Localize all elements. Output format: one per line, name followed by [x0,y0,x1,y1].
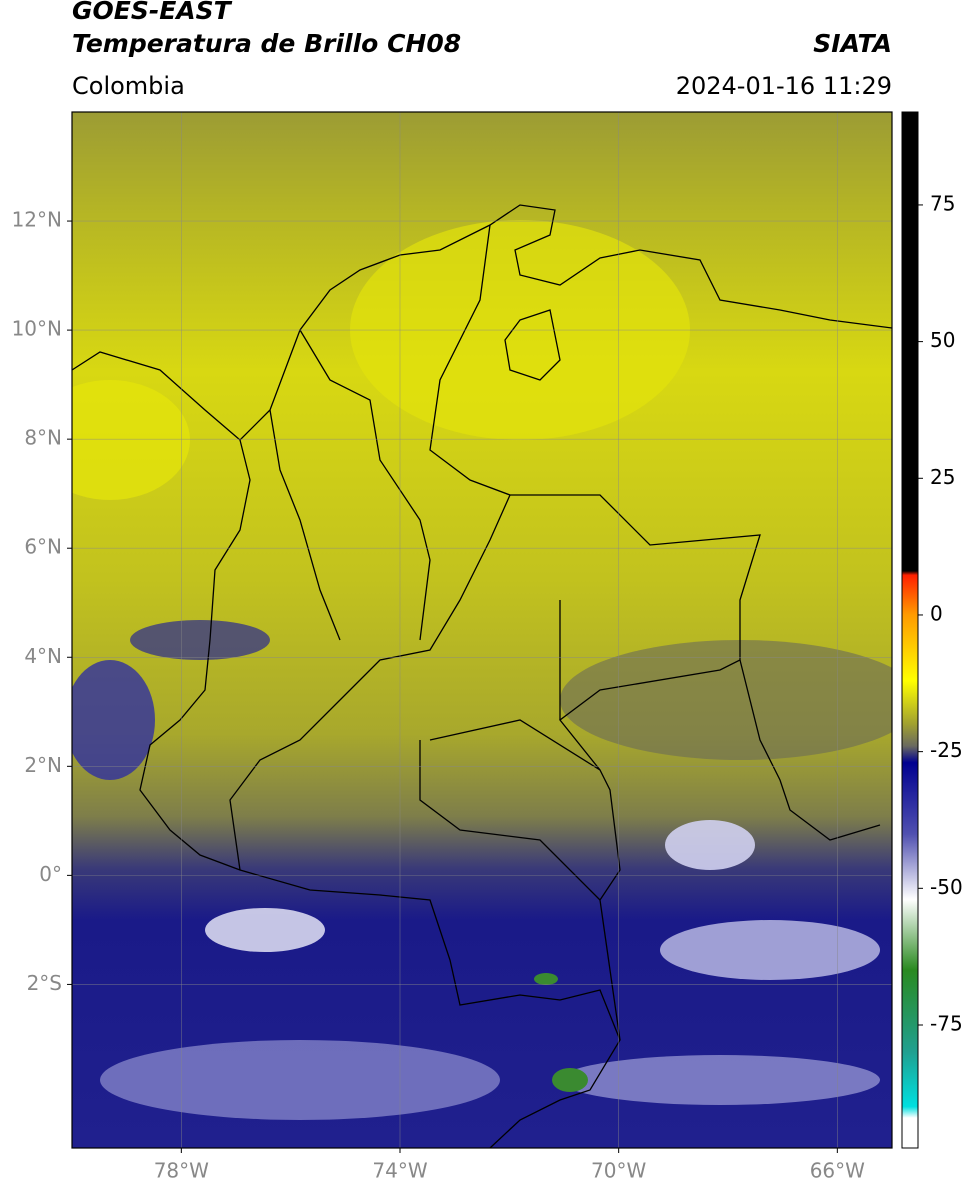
title: GOES-EAST [72,0,233,25]
source: SIATA [813,29,892,58]
grid [72,112,892,1148]
map-frame [71,111,893,1149]
y-tick-label: 2°S [27,971,62,995]
y-tick-label: 6°N [24,535,62,559]
y-tick-label: 2°N [24,753,62,777]
y-tick-label: 8°N [24,426,62,450]
colorbar-tick-label: 75 [930,191,955,215]
colorbar-tick-label: 25 [930,465,955,489]
datetime: 2024-01-16 11:29 [676,72,892,100]
x-tick-label: 66°W [810,1159,865,1183]
y-tick-label: 4°N [24,644,62,668]
x-tick-label: 74°W [372,1159,427,1183]
satellite-image [72,112,892,1148]
colorbar-tick-label: 0 [930,601,943,625]
colorbar-tick-label: 50 [930,328,955,352]
y-tick-label: 12°N [12,208,62,232]
colorbar-tick-label: -75 [930,1011,963,1035]
region: Colombia [72,72,185,100]
colorbar [901,111,919,1149]
colorbar-tick-label: -25 [930,738,963,762]
x-tick-label: 70°W [591,1159,646,1183]
subtitle: Temperatura de Brillo CH08 [72,29,461,58]
y-tick-label: 10°N [12,317,62,341]
colorbar-tick-label: -50 [930,875,963,899]
x-tick-label: 78°W [154,1159,209,1183]
y-tick-label: 0° [39,862,62,886]
